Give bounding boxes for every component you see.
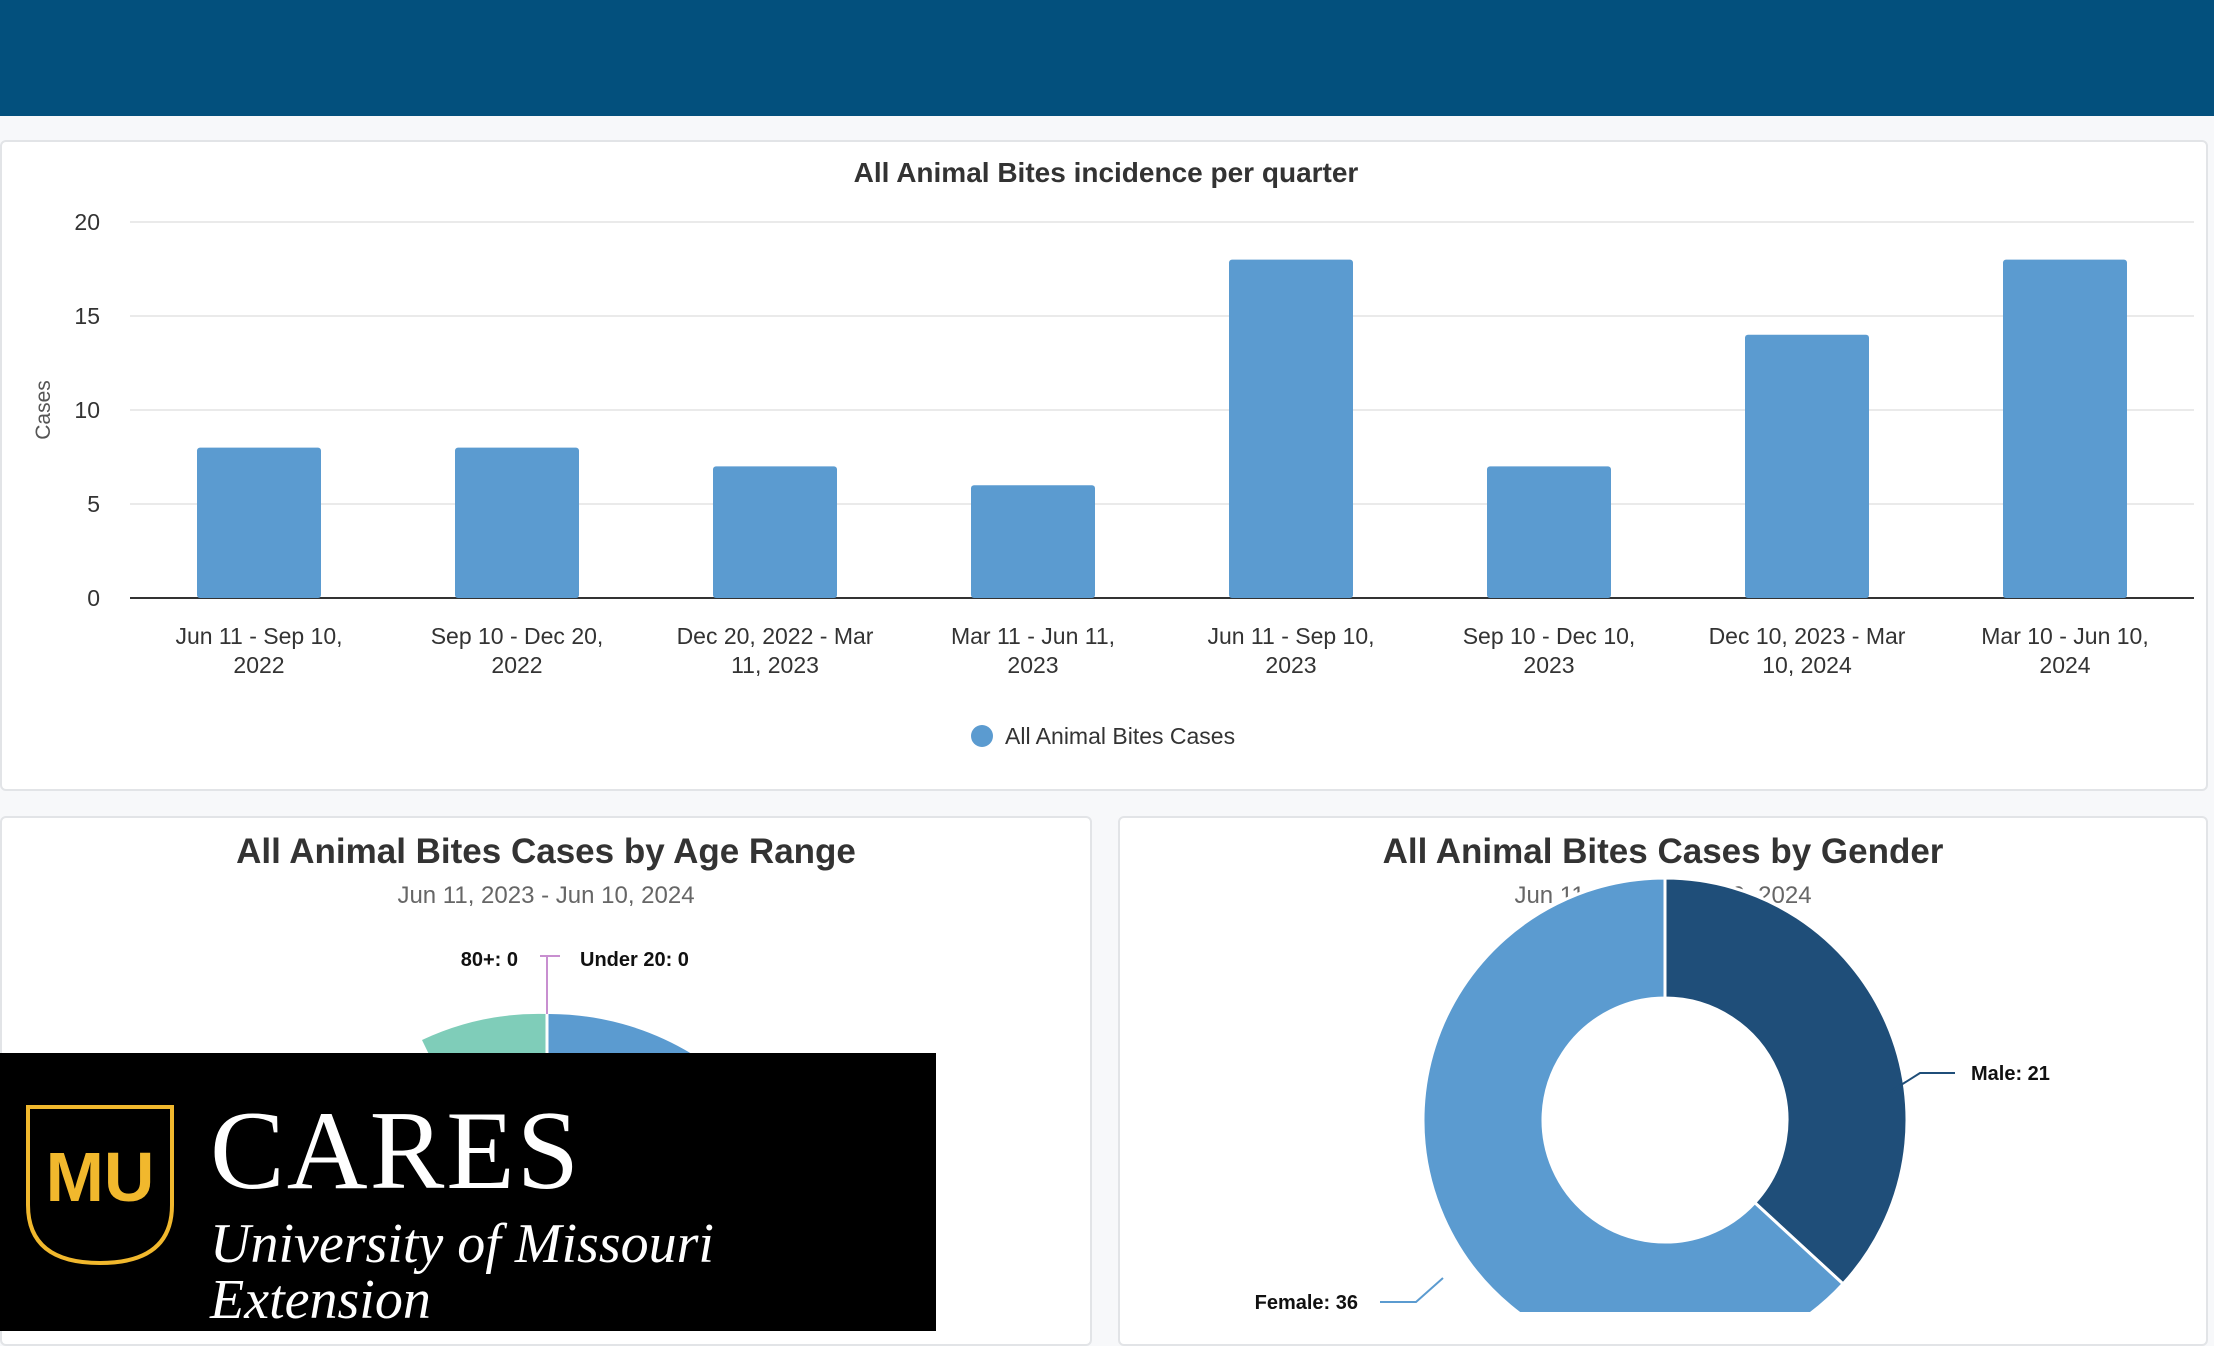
y-tick-label: 10 <box>74 397 100 423</box>
x-tick-label: 2024 <box>2039 652 2090 678</box>
cares-logo-banner: MU CARES University of Missouri Extensio… <box>0 1053 936 1331</box>
bar[interactable] <box>455 447 579 598</box>
x-tick-label: Sep 10 - Dec 10, <box>1463 623 1636 649</box>
male-label-connector <box>1889 1072 1955 1093</box>
gender-chart-title: All Animal Bites Cases by Gender <box>1382 832 1944 871</box>
bar[interactable] <box>1487 466 1611 598</box>
chart-legend[interactable]: All Animal Bites Cases <box>971 723 1235 749</box>
x-tick-label: Dec 10, 2023 - Mar <box>1709 623 1906 649</box>
x-tick-label: Jun 11 - Sep 10, <box>175 623 342 649</box>
x-tick-label: Mar 11 - Jun 11, <box>951 623 1115 649</box>
male-slice[interactable] <box>1663 876 1909 1287</box>
gender-card: All Animal Bites Cases by Gender Jun 11,… <box>1118 816 2208 1346</box>
x-tick-label: 2022 <box>233 652 284 678</box>
x-tick-label: 2023 <box>1265 652 1316 678</box>
y-tick-label: 5 <box>87 491 100 517</box>
female-label-connector <box>1380 1277 1444 1303</box>
age-label-under-20: Under 20: 0 <box>580 949 689 971</box>
bar[interactable] <box>2003 259 2127 598</box>
x-tick-label: 2023 <box>1007 652 1058 678</box>
bar[interactable] <box>197 447 321 598</box>
x-tick-label: Dec 20, 2022 - Mar <box>677 623 874 649</box>
x-tick-label: Jun 11 - Sep 10, <box>1207 623 1374 649</box>
age-chart-subtitle: Jun 11, 2023 - Jun 10, 2024 <box>397 882 695 909</box>
chart-title: All Animal Bites incidence per quarter <box>854 157 1359 188</box>
female-slice[interactable] <box>1421 876 1846 1312</box>
female-label: Female: 36 <box>1255 1292 1358 1312</box>
y-tick-label: 20 <box>74 209 100 235</box>
quarterly-bar-chart: All Animal Bites incidence per quarter C… <box>32 157 2194 749</box>
mu-shield-icon: MU <box>26 1105 174 1265</box>
x-tick-label: 2022 <box>491 652 542 678</box>
y-axis-label: Cases <box>32 380 55 440</box>
logo-subtitle: University of Missouri Extension <box>210 1213 714 1331</box>
bar[interactable] <box>1229 259 1353 598</box>
male-label: Male: 21 <box>1971 1063 2050 1085</box>
age-chart-title: All Animal Bites Cases by Age Range <box>236 832 856 871</box>
x-tick-label: 11, 2023 <box>731 652 819 678</box>
legend-label: All Animal Bites Cases <box>1005 723 1235 749</box>
gender-donut-chart: Male: 21 Female: 36 <box>1255 876 2050 1312</box>
top-header-bar <box>0 0 2214 116</box>
x-tick-label: 10, 2024 <box>1762 652 1852 678</box>
bar[interactable] <box>971 485 1095 598</box>
mu-letters: MU <box>46 1138 155 1216</box>
x-tick-label: Mar 10 - Jun 10, <box>1981 623 2148 649</box>
x-tick-label: 2023 <box>1523 652 1574 678</box>
x-tick-label: Sep 10 - Dec 20, <box>431 623 604 649</box>
y-tick-label: 0 <box>87 585 100 611</box>
logo-title: CARES <box>210 1089 581 1213</box>
legend-marker <box>971 725 993 747</box>
bar[interactable] <box>1745 334 1869 598</box>
bar[interactable] <box>713 466 837 598</box>
age-label-80-plus: 80+: 0 <box>461 949 518 971</box>
quarterly-incidence-card: All Animal Bites incidence per quarter C… <box>0 140 2208 791</box>
y-tick-label: 15 <box>74 303 100 329</box>
